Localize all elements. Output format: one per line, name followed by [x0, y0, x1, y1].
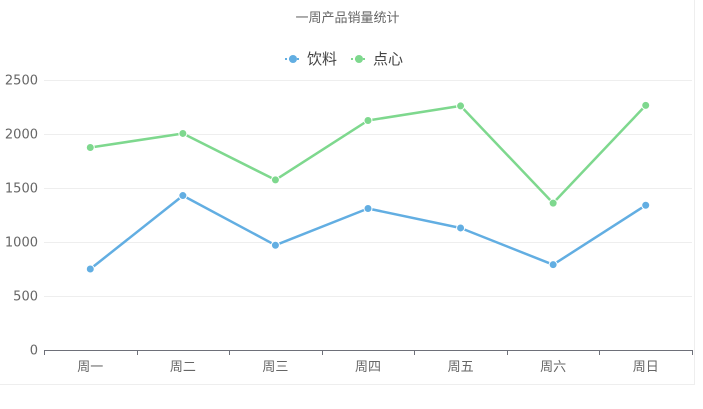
data-point[interactable] [363, 204, 373, 214]
legend-marker-icon [355, 55, 363, 63]
chart-frame [0, 0, 695, 385]
data-point[interactable] [641, 100, 651, 110]
y-tick-label: 500 [13, 290, 38, 305]
y-tick-label: 2000 [5, 128, 38, 143]
x-tick-label: 周六 [540, 360, 566, 375]
data-point[interactable] [363, 116, 373, 125]
data-point[interactable] [85, 264, 95, 274]
y-tick-label: 1500 [5, 182, 38, 197]
x-tick-label: 周日 [633, 360, 659, 375]
x-tick-label: 周二 [170, 360, 196, 375]
x-axis: 周一 周二 周三 周四 周五 周六 周日 [44, 350, 693, 375]
x-tick-label: 周一 [77, 360, 103, 375]
y-tick-label: 0 [30, 344, 38, 359]
legend-item-2[interactable]: 点心 [351, 50, 403, 68]
legend[interactable]: 饮料 点心 [285, 50, 403, 68]
legend-label: 饮料 [307, 50, 337, 68]
data-point[interactable] [548, 260, 558, 270]
data-point[interactable] [178, 191, 188, 201]
legend-marker-icon [289, 55, 297, 63]
legend-label: 点心 [373, 50, 403, 68]
data-point[interactable] [548, 198, 558, 208]
series-group [85, 100, 651, 274]
data-point[interactable] [270, 240, 280, 250]
data-point[interactable] [456, 223, 466, 233]
x-tick-label: 周四 [355, 360, 381, 375]
data-point[interactable] [270, 175, 280, 185]
data-point[interactable] [85, 143, 95, 152]
grid-lines [44, 80, 692, 297]
x-tick-label: 周三 [262, 360, 288, 375]
chart-title: 一周产品销量统计 [295, 11, 400, 26]
y-tick-label: 1000 [5, 236, 38, 251]
legend-item-1[interactable]: 饮料 [285, 50, 337, 68]
data-point[interactable] [641, 200, 651, 210]
x-tick-label: 周五 [448, 360, 474, 375]
data-point[interactable] [178, 128, 188, 138]
y-tick-label: 2500 [5, 74, 38, 89]
data-point[interactable] [456, 101, 466, 111]
y-axis: 0 500 1000 1500 2000 2500 [5, 74, 38, 359]
